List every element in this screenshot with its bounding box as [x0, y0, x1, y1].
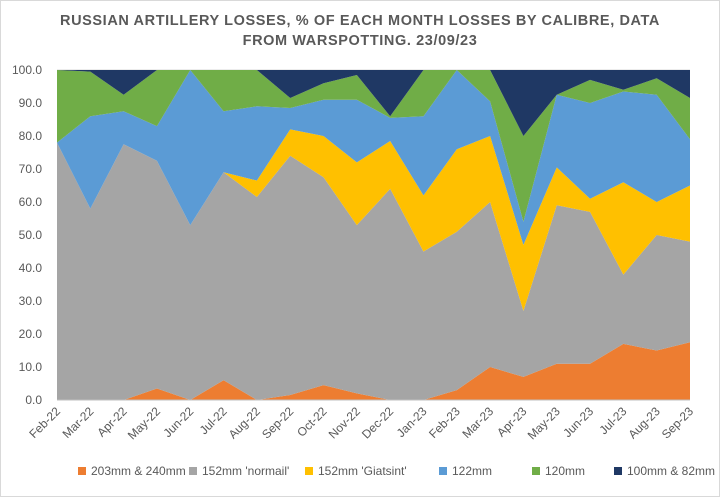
x-tick-label: Dec-22 — [359, 404, 396, 441]
x-tick-label: Sep-23 — [659, 404, 696, 441]
legend: 203mm & 240mm 152mm 'normail' 152mm 'Giats… — [78, 464, 715, 478]
x-tick-label: Oct-22 — [294, 404, 330, 440]
area-series-2 — [57, 129, 690, 311]
y-tick-label: 70.0 — [19, 162, 43, 176]
area-series-4 — [57, 70, 690, 222]
x-tick-label: Sep-22 — [259, 404, 296, 441]
y-tick-label: 60.0 — [19, 195, 43, 209]
area-series-0 — [57, 342, 690, 400]
x-tick-label: Feb-23 — [426, 404, 463, 441]
x-tick-label: Jun-23 — [560, 404, 596, 440]
chart-title-line-1: RUSSIAN ARTILLERY LOSSES, % OF EACH MONT… — [60, 13, 660, 29]
legend-label: 152mm 'Giatsint' — [318, 464, 407, 478]
x-tick-label: Jul-22 — [197, 404, 230, 437]
legend-label: 203mm & 240mm — [91, 464, 186, 478]
legend-swatch — [439, 467, 447, 475]
x-tick-label: Jan-23 — [394, 404, 430, 440]
x-tick-label: May-22 — [125, 404, 163, 442]
legend-swatch — [532, 467, 540, 475]
x-tick-label: Nov-22 — [326, 404, 363, 441]
y-tick-label: 10.0 — [19, 360, 43, 374]
x-tick-label: May-23 — [525, 404, 563, 442]
legend-swatch — [78, 467, 86, 475]
area-series — [57, 70, 690, 400]
legend-swatch — [614, 467, 622, 475]
legend-swatch — [305, 467, 313, 475]
legend-label: 120mm — [545, 464, 585, 478]
y-tick-label: 20.0 — [19, 327, 43, 341]
area-series-1 — [57, 142, 690, 400]
legend-swatch — [189, 467, 197, 475]
y-tick-label: 80.0 — [19, 129, 43, 143]
legend-label: 152mm 'normail' — [202, 464, 289, 478]
area-series-5 — [57, 70, 690, 136]
y-tick-label: 30.0 — [19, 294, 43, 308]
x-tick-label: Mar-22 — [60, 404, 97, 441]
x-tick-label: Apr-23 — [494, 404, 530, 440]
x-tick-label: Jul-23 — [596, 404, 629, 437]
y-tick-label: 40.0 — [19, 261, 43, 275]
y-tick-label: 0.0 — [25, 393, 42, 407]
area-series-3 — [57, 70, 690, 245]
y-tick-label: 90.0 — [19, 96, 43, 110]
x-tick-label: Aug-22 — [226, 404, 263, 441]
chart-title-line-2: FROM WARSPOTTING. 23/09/23 — [242, 33, 478, 49]
y-tick-label: 100.0 — [12, 63, 42, 77]
x-tick-label: Apr-22 — [94, 404, 130, 440]
y-tick-label: 50.0 — [19, 228, 43, 242]
x-tick-label: Aug-23 — [626, 404, 663, 441]
legend-label: 122mm — [452, 464, 492, 478]
x-tick-label: Mar-23 — [459, 404, 496, 441]
legend-label: 100mm & 82mm — [627, 464, 715, 478]
x-tick-label: Jun-22 — [161, 404, 197, 440]
x-tick-label: Feb-22 — [26, 404, 63, 441]
y-tick-labels: 0.0 10.0 20.0 30.0 40.0 50.0 60.0 70.0 80.0 90.0 1… — [12, 63, 42, 407]
